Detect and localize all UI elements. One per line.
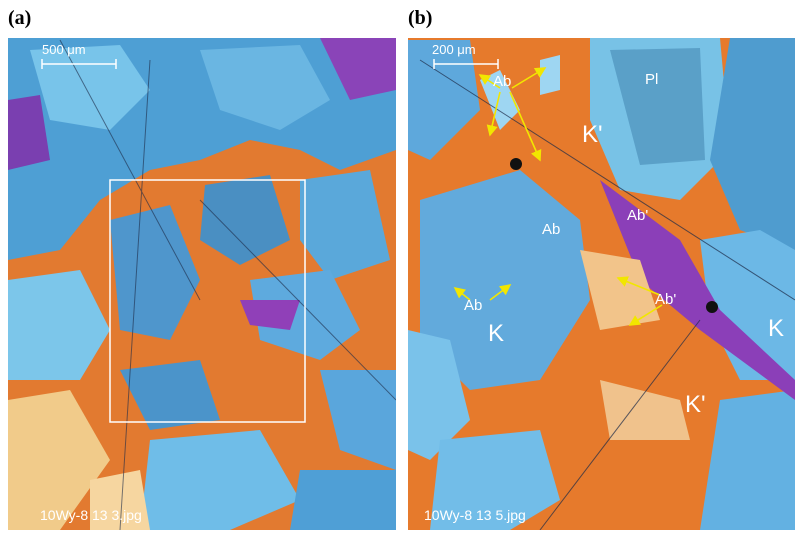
annotation: Ab' — [627, 207, 648, 224]
annotation: K — [768, 315, 784, 342]
annotation: Ab — [542, 221, 560, 238]
annotation: Pl — [645, 71, 658, 88]
annotation: Ab — [464, 297, 482, 314]
annotation: Ab' — [655, 291, 676, 308]
micrograph — [8, 38, 396, 530]
panel-label: (a) — [8, 7, 31, 29]
inclusion — [510, 158, 522, 170]
filename: 10Wy-8 13 5.jpg — [424, 507, 526, 523]
micrograph — [408, 38, 795, 530]
panel-label: (b) — [408, 7, 432, 29]
figure: (a) 500 μm 10Wy-8 13 3.jpg (b) — [0, 0, 798, 536]
filename: 10Wy-8 13 3.jpg — [40, 507, 142, 523]
inclusion — [706, 301, 718, 313]
scale-label: 200 μm — [432, 42, 476, 57]
annotation: K — [488, 320, 504, 347]
scale-label: 500 μm — [42, 42, 86, 57]
annotation: K' — [685, 391, 706, 418]
annotation: Ab — [493, 73, 511, 90]
annotation: K' — [582, 121, 603, 148]
